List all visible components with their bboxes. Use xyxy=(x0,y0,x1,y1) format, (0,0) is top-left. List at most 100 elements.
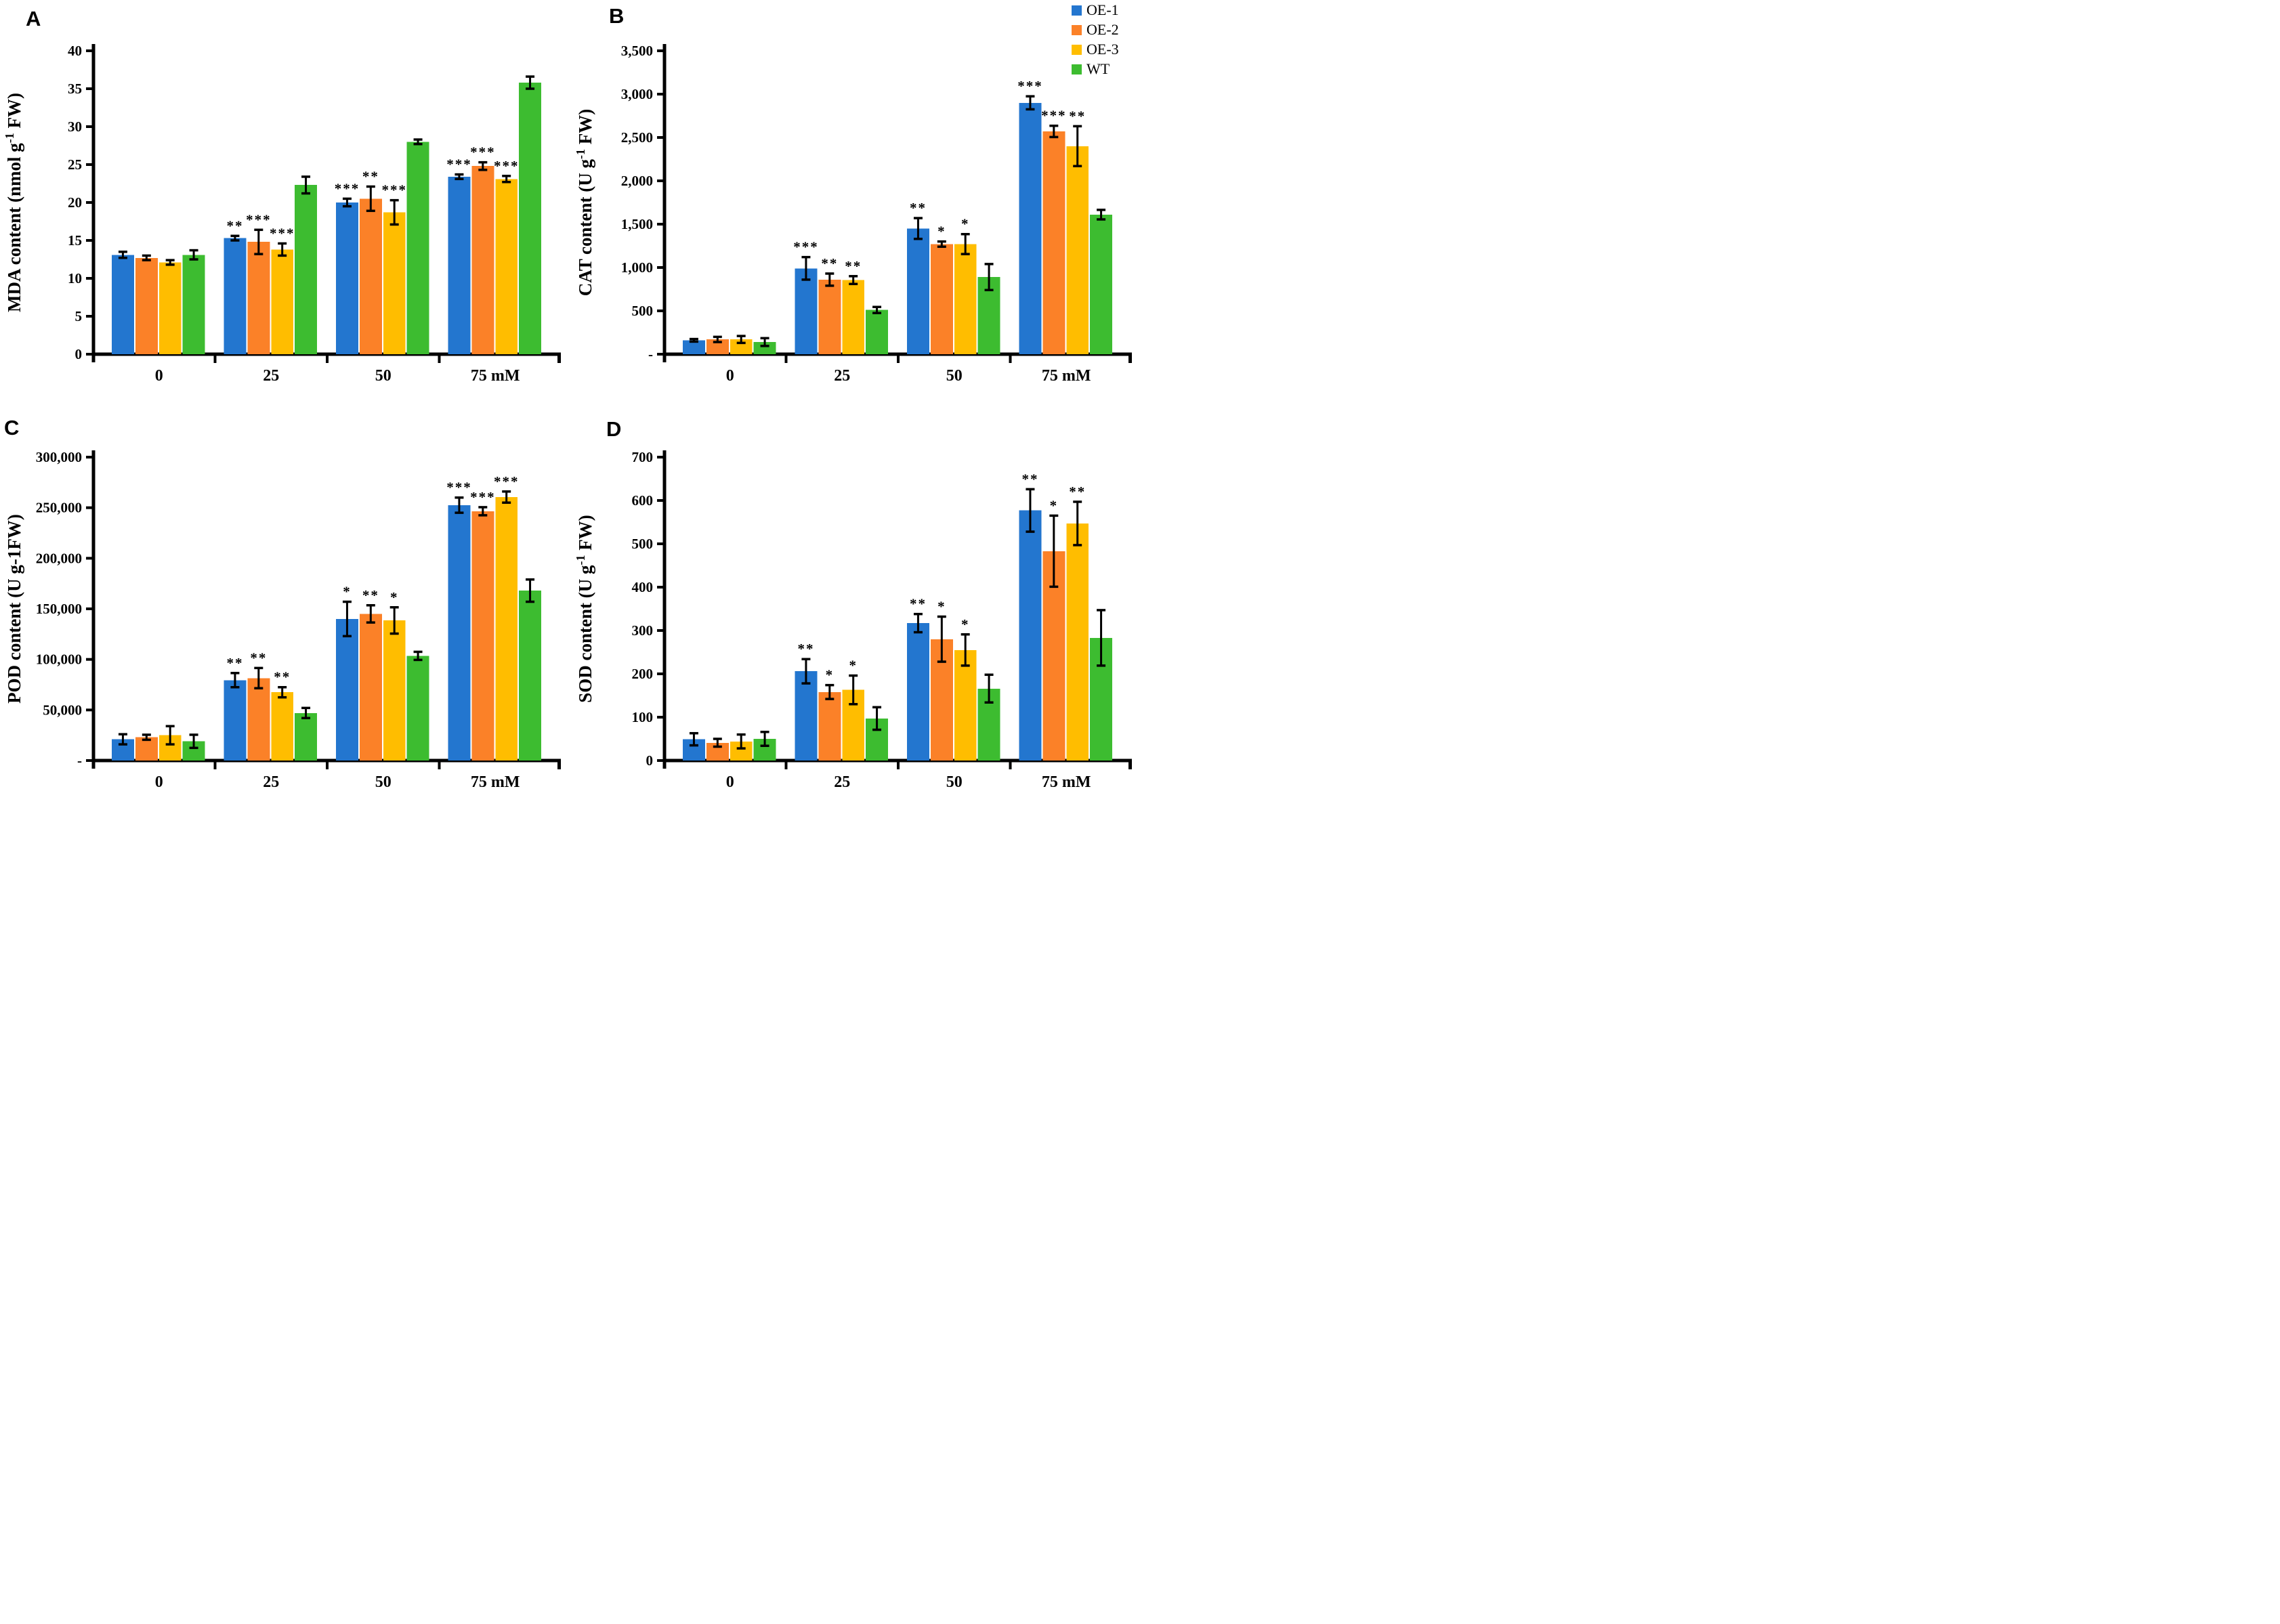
legend-label: OE-3 xyxy=(1086,41,1119,58)
bar-wt-50 xyxy=(406,656,429,761)
bar-oe-3-25 xyxy=(271,692,294,761)
x-tick-label: 0 xyxy=(155,367,163,385)
panel-a: A 0 5 10 15 20 25 30 35 40 0 25 50 75 mM ** *** *** *** *… xyxy=(0,0,569,404)
legend-label: OE-1 xyxy=(1086,1,1119,18)
y-tick-label: 2,500 xyxy=(621,129,653,146)
significance-stars: *** xyxy=(1017,78,1043,94)
panel-c-chart: - 50,000 100,000 150,000 200,000 250,000 300,0… xyxy=(4,449,561,791)
bar-oe-2-75-mM xyxy=(471,166,494,355)
significance-stars: * xyxy=(1050,497,1059,513)
significance-stars: ** xyxy=(910,596,927,612)
significance-stars: ** xyxy=(845,258,862,274)
significance-stars: *** xyxy=(381,182,407,198)
panel-d: D 0 100 200 300 400 500 600 700 0 25 50 75 mM ** * * **… xyxy=(571,406,1140,811)
bar-oe-2-25 xyxy=(818,279,841,354)
significance-stars: ** xyxy=(250,649,267,666)
bar-oe-2-0 xyxy=(135,737,158,761)
bar-oe-1-75-mM xyxy=(1019,102,1042,355)
legend-label: OE-2 xyxy=(1086,21,1119,38)
y-tick-label: 500 xyxy=(632,536,654,552)
y-tick-label: 300,000 xyxy=(36,449,82,465)
x-tick-label: 0 xyxy=(726,367,734,385)
bar-wt-25 xyxy=(295,185,317,354)
y-tick-label: 1,500 xyxy=(621,216,653,232)
x-tick-label: 0 xyxy=(726,773,734,791)
bar-oe-3-50 xyxy=(954,244,977,354)
significance-stars: *** xyxy=(470,144,496,161)
bar-oe-3-75-mM xyxy=(1066,523,1089,761)
significance-stars: * xyxy=(961,216,970,232)
bar-oe-1-25 xyxy=(795,268,818,354)
x-tick-label: 75 mM xyxy=(1042,773,1091,791)
bar-oe-1-25 xyxy=(224,680,247,761)
legend-item-oe-2: OE-2 xyxy=(1072,22,1119,37)
y-tick-label: 250,000 xyxy=(36,500,82,516)
x-tick-label: 75 mM xyxy=(1042,367,1091,385)
x-tick-label: 75 mM xyxy=(471,367,520,385)
bar-oe-2-25 xyxy=(818,691,841,761)
significance-stars: ** xyxy=(226,655,243,671)
significance-stars: ** xyxy=(362,587,379,603)
bar-oe-2-50 xyxy=(930,244,953,354)
significance-stars: *** xyxy=(470,489,496,505)
bar-wt-25 xyxy=(295,712,317,761)
x-tick-label: 25 xyxy=(834,367,850,385)
significance-stars: *** xyxy=(494,473,520,490)
x-tick-label: 25 xyxy=(834,773,850,791)
y-axis-title: CAT content (U g-1 FW) xyxy=(574,109,595,296)
y-tick-label: 0 xyxy=(646,752,654,769)
significance-stars: ** xyxy=(821,255,838,272)
bar-oe-1-75-mM xyxy=(448,505,471,761)
y-tick-label: 1,000 xyxy=(621,259,653,276)
significance-stars: * xyxy=(937,599,946,615)
bar-oe-1-50 xyxy=(907,623,929,761)
x-tick-label: 50 xyxy=(946,773,963,791)
significance-stars: ** xyxy=(1021,471,1038,487)
y-tick-label: 35 xyxy=(68,81,82,97)
bar-wt-0 xyxy=(753,342,776,354)
bar-oe-2-50 xyxy=(359,198,382,354)
y-tick-label: 50,000 xyxy=(43,702,82,718)
bar-oe-3-75-mM xyxy=(495,496,518,761)
significance-stars: ** xyxy=(1069,108,1086,124)
bar-oe-3-75-mM xyxy=(1066,146,1089,355)
y-tick-label: 15 xyxy=(68,232,82,249)
x-tick-label: 25 xyxy=(263,773,279,791)
significance-stars: * xyxy=(849,658,858,674)
significance-stars: *** xyxy=(793,239,819,255)
bar-wt-0 xyxy=(182,255,205,354)
y-axis-title: MDA content (nmol g-1 FW) xyxy=(3,93,24,312)
significance-stars: *** xyxy=(270,225,295,241)
bar-oe-1-50 xyxy=(336,618,358,761)
bar-oe-1-75-mM xyxy=(1019,510,1042,761)
significance-stars: ** xyxy=(797,641,814,657)
significance-stars: ** xyxy=(226,217,243,234)
bar-oe-1-75-mM xyxy=(448,176,471,354)
x-tick-label: 50 xyxy=(375,773,392,791)
y-tick-label: 2,000 xyxy=(621,173,653,189)
significance-stars: ** xyxy=(362,168,379,184)
y-tick-label: 25 xyxy=(68,156,82,173)
legend-item-wt: WT xyxy=(1072,62,1119,77)
significance-stars: *** xyxy=(446,156,472,173)
y-tick-label: 600 xyxy=(632,492,654,509)
panel-b: B - 500 1,000 1,500 2,000 2,500 3,000 3,500 0 25 5… xyxy=(571,0,1140,404)
bar-oe-2-0 xyxy=(135,257,158,354)
bar-oe-3-50 xyxy=(954,649,977,761)
panel-label-c: C xyxy=(4,416,20,440)
bar-oe-1-25 xyxy=(795,671,818,761)
y-tick-label: 100 xyxy=(632,709,654,725)
y-tick-label: 700 xyxy=(632,449,654,465)
y-axis-title: SOD content (U g-1 FW) xyxy=(574,515,595,702)
x-tick-label: 50 xyxy=(375,367,392,385)
legend: OE-1 OE-2 OE-3 WT xyxy=(1072,3,1119,81)
x-tick-label: 25 xyxy=(263,367,279,385)
significance-stars: *** xyxy=(1041,108,1067,124)
bar-oe-3-25 xyxy=(271,249,294,354)
y-tick-label: 3,000 xyxy=(621,86,653,102)
y-tick-label: 500 xyxy=(632,303,654,319)
legend-swatch-icon xyxy=(1072,44,1082,55)
legend-item-oe-3: OE-3 xyxy=(1072,42,1119,57)
bar-oe-2-25 xyxy=(247,678,270,761)
